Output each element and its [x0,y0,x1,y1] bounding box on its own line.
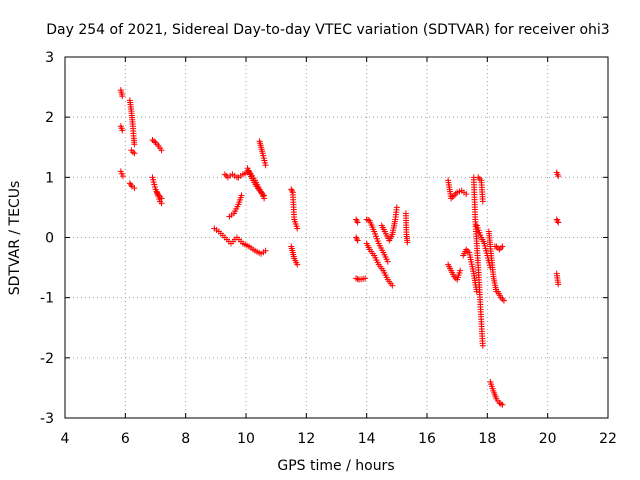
x-tick-label: 18 [478,431,496,447]
x-tick-label: 20 [539,431,557,447]
data-point [262,162,269,169]
grid [65,57,608,418]
data-point [262,247,269,254]
data-point [354,219,361,226]
data-point [119,93,126,100]
data-point [404,239,411,246]
x-tick-label: 10 [237,431,255,447]
data-point [555,219,562,226]
data-point [238,192,245,199]
x-tick-label: 8 [181,431,190,447]
data-point [354,237,361,244]
data-point [384,258,391,265]
data-point [499,401,506,408]
data-point [555,281,562,288]
data-point [479,342,486,349]
chart-title: Day 254 of 2021, Sidereal Day-to-day VTE… [46,22,609,38]
y-tick-label: 2 [45,110,54,126]
x-tick-label: 12 [297,431,315,447]
data-point [294,261,301,268]
y-tick-label: -1 [40,291,54,307]
data-point [131,141,138,148]
data-point [500,297,507,304]
series-ohi3 [117,87,562,408]
data-point [555,173,562,180]
data-point [463,191,470,198]
y-tick-label: 1 [45,170,54,186]
data-point [294,225,301,232]
x-tick-label: 4 [61,431,70,447]
x-tick-label: 6 [121,431,130,447]
data-point [158,200,165,207]
x-tick-label: 14 [358,431,376,447]
data-point [393,204,400,211]
data-point [131,185,138,192]
data-point [389,282,396,289]
y-tick-label: 0 [45,231,54,247]
y-axis-label: SDTVAR / TECUs [7,181,23,296]
x-tick-label: 16 [418,431,436,447]
data-point [261,192,268,199]
x-axis-label: GPS time / hours [277,458,394,474]
data-point [131,150,138,157]
y-tick-label: -3 [40,411,54,427]
data-point [362,275,369,282]
data-point [457,267,464,274]
data-point [479,198,486,205]
data-point [119,173,126,180]
data-point [158,147,165,154]
y-tick-label: -2 [40,351,54,367]
x-tick-label: 22 [599,431,617,447]
y-tick-label: 3 [45,50,54,66]
data-point [119,127,126,134]
data-point [499,243,506,250]
